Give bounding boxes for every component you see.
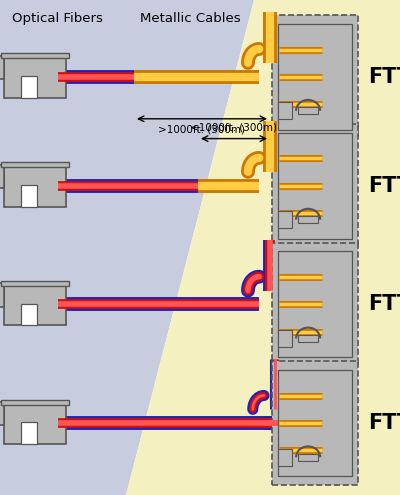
- Text: Metallic Cables: Metallic Cables: [140, 12, 241, 25]
- Bar: [4, 402, 66, 445]
- Bar: [21, 76, 38, 98]
- Bar: [0, 56, 4, 79]
- Bar: [4, 283, 66, 326]
- Bar: [278, 133, 352, 239]
- Bar: [1, 53, 69, 58]
- Text: <1000ft. (300m): <1000ft. (300m): [190, 123, 278, 133]
- Bar: [4, 164, 66, 207]
- Bar: [1, 281, 69, 286]
- Bar: [21, 185, 38, 207]
- Text: FTTB: FTTB: [368, 295, 400, 314]
- Bar: [278, 449, 292, 466]
- Bar: [272, 124, 358, 248]
- Bar: [298, 335, 318, 342]
- Text: FTTN: FTTN: [368, 67, 400, 87]
- Bar: [1, 162, 69, 167]
- Bar: [298, 107, 318, 114]
- Text: FTTH: FTTH: [368, 413, 400, 433]
- Bar: [1, 400, 69, 405]
- Bar: [278, 330, 292, 347]
- Bar: [278, 24, 352, 130]
- Bar: [278, 211, 292, 228]
- Polygon shape: [126, 0, 400, 495]
- Bar: [278, 370, 352, 476]
- Bar: [272, 361, 358, 485]
- Bar: [272, 15, 358, 139]
- Bar: [298, 453, 318, 461]
- Bar: [21, 303, 38, 326]
- Bar: [272, 243, 358, 366]
- Polygon shape: [0, 0, 254, 495]
- Bar: [278, 102, 292, 119]
- Bar: [298, 216, 318, 223]
- Bar: [0, 402, 4, 425]
- Bar: [0, 283, 4, 306]
- Bar: [0, 164, 4, 188]
- Bar: [4, 56, 66, 98]
- Bar: [278, 251, 352, 357]
- Bar: [21, 422, 38, 445]
- Text: FTTC: FTTC: [368, 176, 400, 196]
- Text: >1000ft. (300m): >1000ft. (300m): [158, 125, 246, 135]
- Text: Optical Fibers: Optical Fibers: [12, 12, 103, 25]
